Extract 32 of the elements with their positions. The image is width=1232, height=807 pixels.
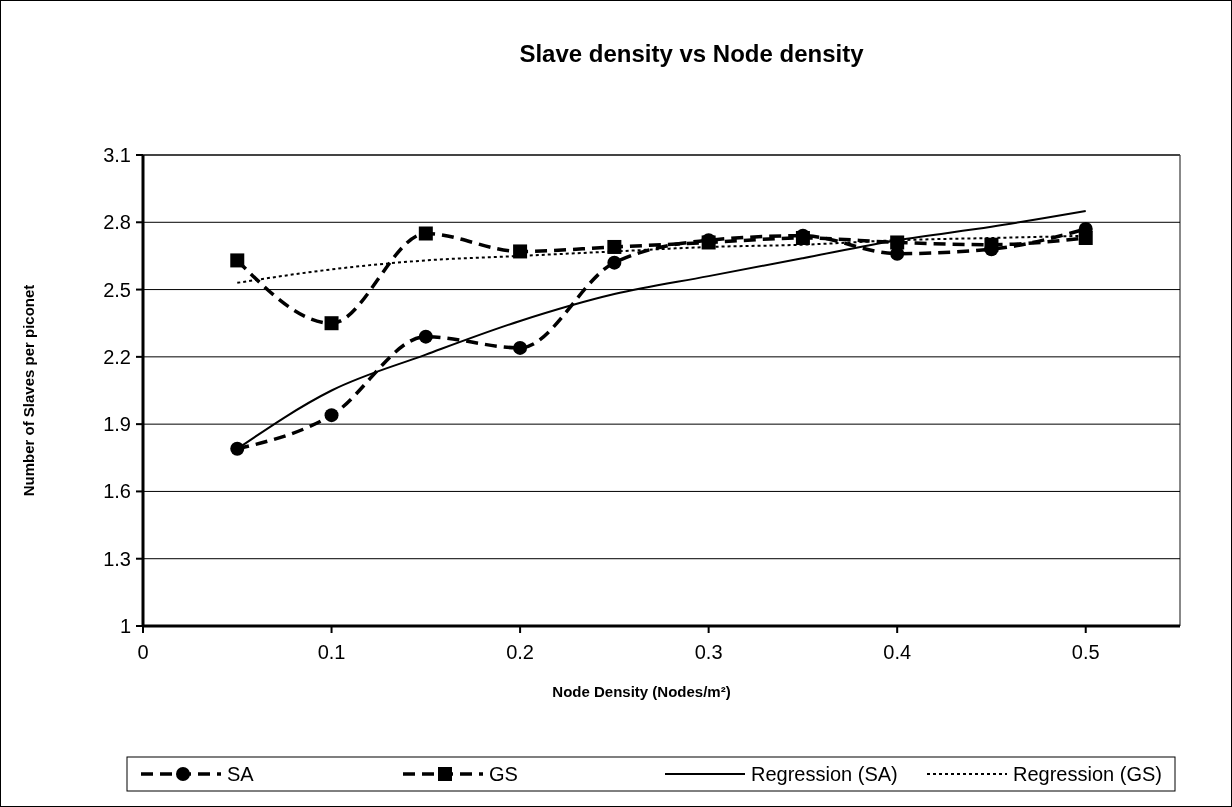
x-tick-label: 0.2 [506,641,534,663]
chart-title: Slave density vs Node density [519,40,865,67]
legend-label: Regression (SA) [751,763,898,785]
point [513,244,528,259]
y-tick-label: 1.6 [103,480,131,503]
y-tick-label: 2.5 [103,278,131,301]
point [324,408,339,423]
y-tick-label: 3.1 [103,144,131,166]
point [607,255,622,270]
y-tick-label: 1.9 [103,413,131,436]
legend-label: SA [227,763,255,785]
point [324,316,339,331]
point [418,226,433,241]
point [230,253,245,268]
x-tick-label: 0.3 [694,641,723,663]
point [418,329,433,344]
point [890,235,905,250]
legend-label: Regression (GS) [1013,763,1162,785]
x-tick-label: 0 [137,641,149,663]
point [607,239,622,254]
y-tick-label: 1.3 [103,547,131,570]
legend-label: GS [489,763,518,785]
point [513,340,528,355]
x-tick-label: 0.5 [1071,641,1100,663]
point [230,441,245,456]
x-axis-title: Node Density (Nodes/m²) [552,683,731,700]
x-tick-label: 0.1 [317,641,346,663]
y-tick-label: 2.8 [103,211,131,234]
y-tick-label: 1 [119,615,131,637]
y-axis-title: Number of Slaves per piconet [20,284,37,497]
y-tick-label: 2.2 [103,345,131,368]
x-tick-label: 0.4 [883,641,912,663]
